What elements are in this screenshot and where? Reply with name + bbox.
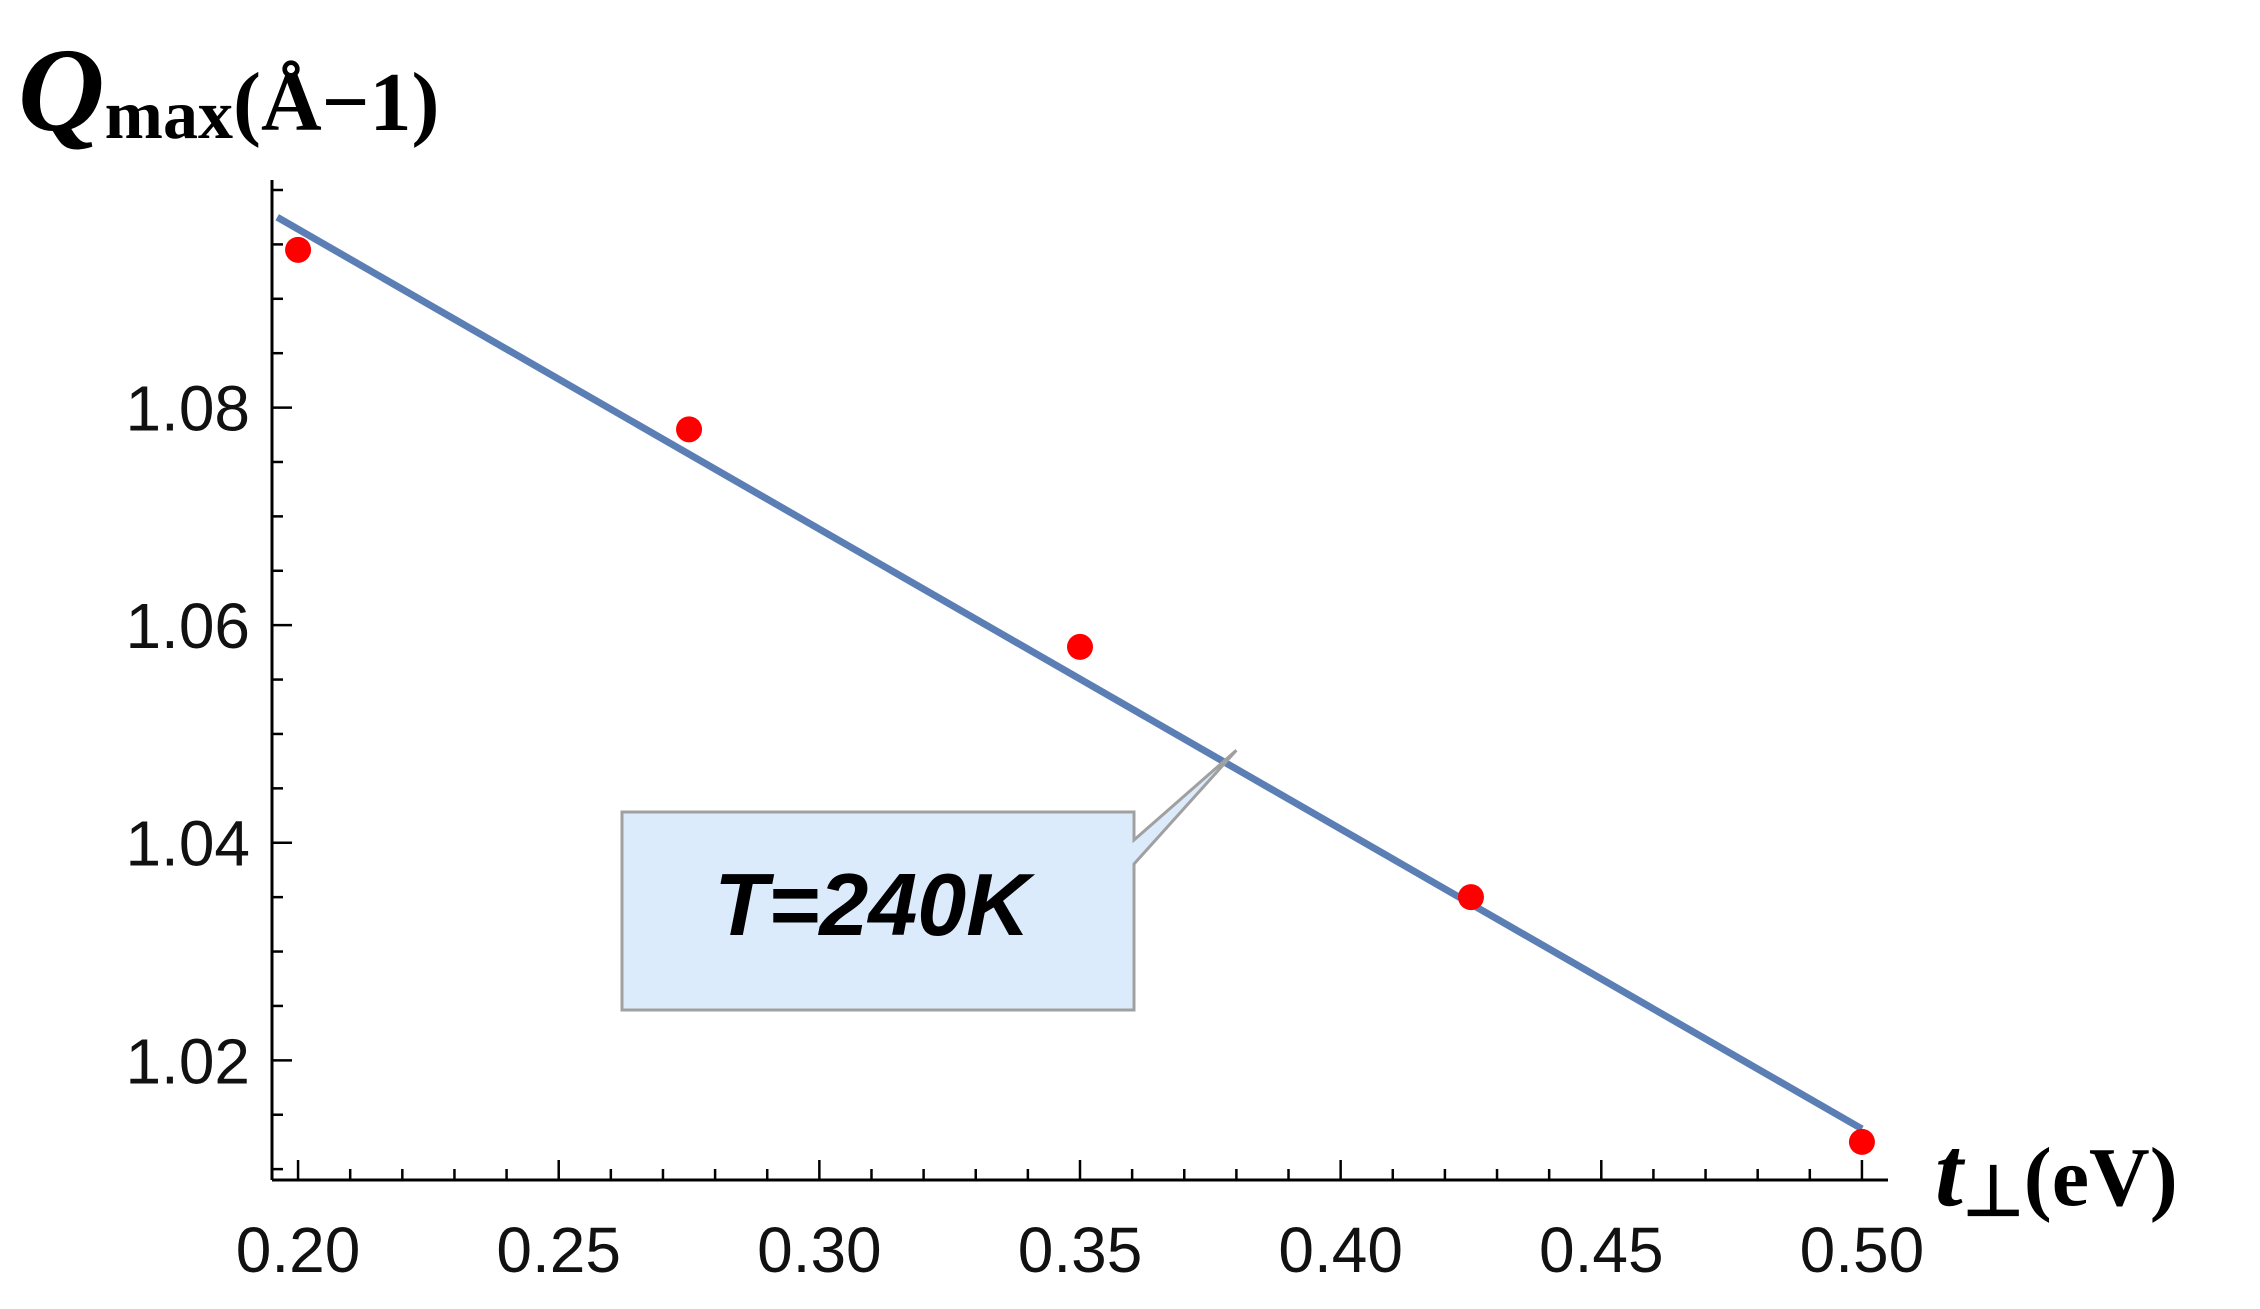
fit-line (275, 214, 1864, 1132)
y-tick-label: 1.02 (125, 1025, 250, 1097)
data-point (1457, 884, 1484, 911)
data-point (676, 416, 703, 443)
data-points-layer (285, 236, 1875, 1155)
y-tick-label: 1.06 (125, 590, 250, 662)
y-axis-subscript: max (105, 77, 233, 154)
x-tick-label: 0.35 (1018, 1214, 1143, 1286)
axes: 0.20 0.25 0.30 0.35 0.40 0.45 0.50 1.02 1.04 1.06… (125, 180, 1924, 1286)
x-tick-label: 0.30 (757, 1214, 882, 1286)
fit-line-layer (275, 214, 1864, 1132)
y-axis-symbol: Q (18, 23, 105, 156)
x-axis-unit: (eV) (2024, 1131, 2178, 1224)
y-tick-label: 1.08 (125, 373, 250, 445)
x-tick-label: 0.50 (1800, 1214, 1925, 1286)
x-axis-symbol: t (1935, 1116, 1966, 1227)
data-point (1067, 633, 1093, 660)
y-axis-unit: (Å−1) (233, 56, 439, 149)
x-tick-label: 0.40 (1278, 1214, 1403, 1286)
y-axis-title: Qmax(Å−1) (18, 23, 439, 156)
x-tick-label: 0.45 (1539, 1214, 1664, 1286)
data-point (285, 236, 312, 263)
y-tick-label: 1.04 (125, 808, 250, 880)
annotation-callout: T=240K (620, 749, 1238, 1012)
x-axis-subscript: ⊥ (1963, 1154, 2024, 1231)
annotation-text: T=240K (714, 855, 1035, 954)
x-tick-label: 0.25 (496, 1214, 621, 1286)
x-axis-title: t⊥(eV) (1935, 1116, 2178, 1231)
data-point (1848, 1128, 1875, 1155)
x-tick-label: 0.20 (236, 1214, 361, 1286)
annotation-box (620, 749, 1238, 1012)
